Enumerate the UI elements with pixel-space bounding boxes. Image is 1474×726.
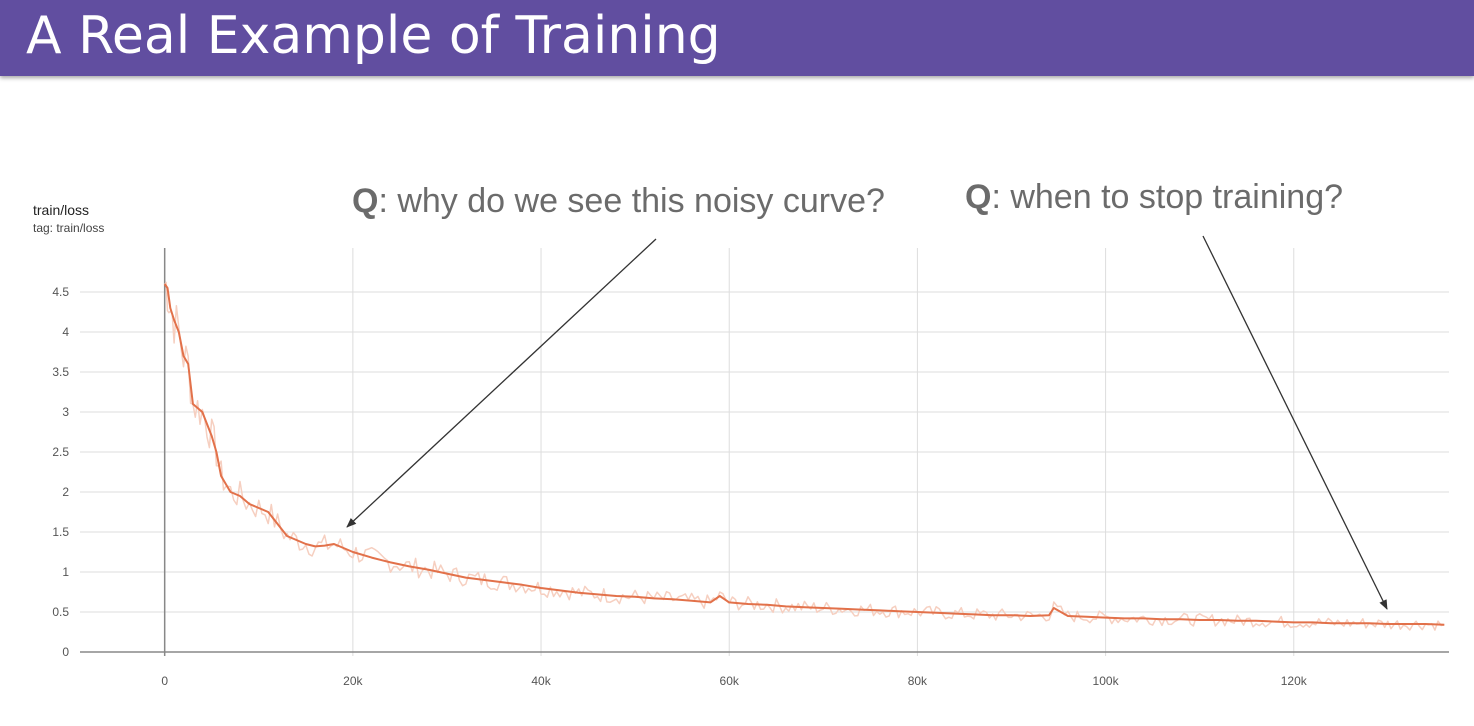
annotation-noisy-curve: Q: why do we see this noisy curve? xyxy=(352,182,885,221)
arrow-stop-training xyxy=(1202,235,1388,610)
annotation-text: : why do we see this noisy curve? xyxy=(378,182,885,220)
arrow-noisy-curve xyxy=(346,238,657,528)
x-tick-label: 60k xyxy=(720,674,740,688)
x-tick-label: 20k xyxy=(343,674,363,688)
chart-tag: tag: train/loss xyxy=(33,221,105,235)
y-tick-label: 3 xyxy=(62,405,69,419)
x-tick-label: 0 xyxy=(161,674,168,688)
chart-title: train/loss xyxy=(33,202,90,218)
slide-title: A Real Example of Training xyxy=(26,6,721,66)
y-tick-label: 2.5 xyxy=(52,445,69,459)
annotation-stop-training: Q: when to stop training? xyxy=(965,178,1343,217)
x-tick-label: 80k xyxy=(908,674,928,688)
x-tick-label: 100k xyxy=(1093,674,1120,688)
y-tick-label: 4.5 xyxy=(52,285,69,299)
x-tick-label: 40k xyxy=(531,674,551,688)
x-tick-label: 120k xyxy=(1281,674,1308,688)
annotation-text: : when to stop training? xyxy=(991,178,1344,216)
title-bar: A Real Example of Training xyxy=(0,0,1474,76)
y-tick-label: 1.5 xyxy=(52,525,69,539)
y-tick-label: 3.5 xyxy=(52,365,69,379)
raw-loss-line xyxy=(164,281,1445,631)
y-tick-label: 0 xyxy=(62,645,69,659)
y-tick-label: 0.5 xyxy=(52,605,69,619)
y-tick-label: 4 xyxy=(62,325,69,339)
y-tick-label: 1 xyxy=(62,565,69,579)
annotation-q-label: Q xyxy=(352,182,379,220)
y-tick-label: 2 xyxy=(62,485,69,499)
annotation-q-label: Q xyxy=(965,178,992,216)
smoothed-loss-line xyxy=(163,283,1445,626)
